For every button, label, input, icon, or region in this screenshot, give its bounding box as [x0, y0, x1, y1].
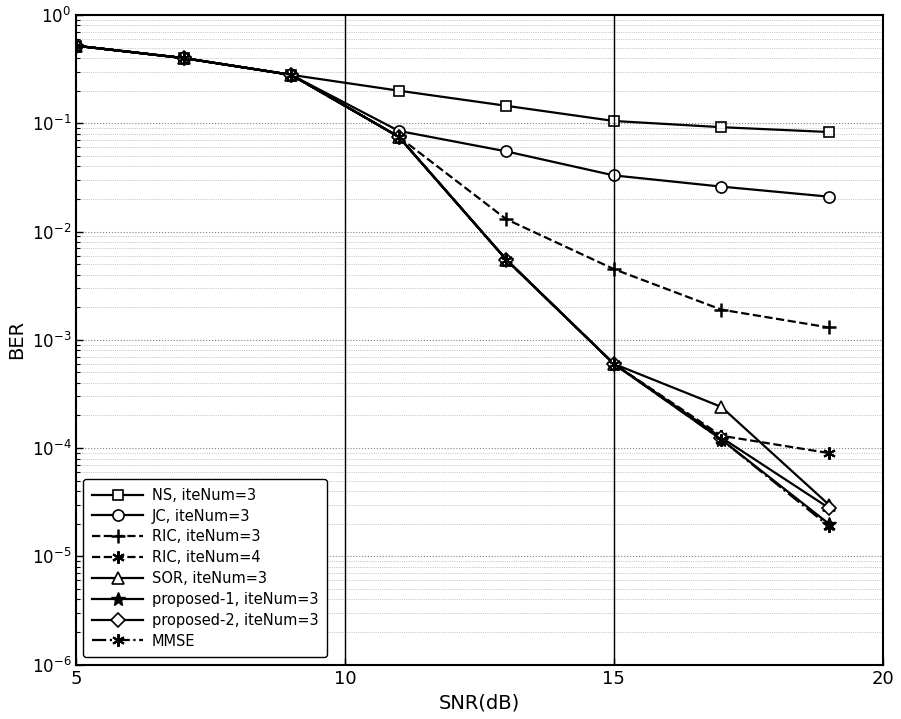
SOR, iteNum=3 — [608, 360, 619, 368]
JC, iteNum=3 — [286, 70, 296, 79]
RIC, iteNum=4 — [286, 70, 296, 79]
RIC, iteNum=3 — [286, 70, 296, 79]
RIC, iteNum=4 — [394, 132, 405, 141]
NS, iteNum=3 — [394, 86, 405, 95]
SOR, iteNum=3 — [286, 70, 296, 79]
Line: RIC, iteNum=3: RIC, iteNum=3 — [69, 39, 836, 334]
proposed-1, iteNum=3 — [716, 435, 727, 444]
Line: proposed-1, iteNum=3: proposed-1, iteNum=3 — [69, 39, 836, 531]
MMSE — [824, 522, 834, 531]
Line: NS, iteNum=3: NS, iteNum=3 — [71, 41, 833, 137]
SOR, iteNum=3 — [178, 54, 189, 63]
proposed-2, iteNum=3 — [716, 434, 727, 442]
RIC, iteNum=4 — [70, 42, 81, 50]
RIC, iteNum=4 — [608, 360, 619, 368]
proposed-1, iteNum=3 — [608, 360, 619, 368]
NS, iteNum=3 — [286, 70, 296, 79]
Line: MMSE: MMSE — [70, 40, 835, 533]
NS, iteNum=3 — [501, 101, 512, 110]
RIC, iteNum=4 — [501, 255, 512, 264]
NS, iteNum=3 — [178, 54, 189, 63]
Line: RIC, iteNum=4: RIC, iteNum=4 — [70, 40, 835, 459]
proposed-1, iteNum=3 — [286, 70, 296, 79]
RIC, iteNum=4 — [716, 431, 727, 440]
proposed-1, iteNum=3 — [824, 519, 834, 528]
SOR, iteNum=3 — [501, 255, 512, 264]
proposed-1, iteNum=3 — [178, 54, 189, 63]
RIC, iteNum=3 — [608, 265, 619, 273]
MMSE — [608, 360, 619, 368]
proposed-2, iteNum=3 — [824, 503, 834, 512]
SOR, iteNum=3 — [70, 42, 81, 50]
SOR, iteNum=3 — [824, 500, 834, 509]
RIC, iteNum=3 — [716, 306, 727, 314]
MMSE — [394, 132, 405, 141]
MMSE — [286, 70, 296, 79]
Line: JC, iteNum=3: JC, iteNum=3 — [70, 40, 834, 202]
RIC, iteNum=3 — [824, 323, 834, 331]
proposed-2, iteNum=3 — [501, 255, 512, 264]
JC, iteNum=3 — [824, 193, 834, 201]
proposed-2, iteNum=3 — [70, 42, 81, 50]
MMSE — [178, 54, 189, 63]
JC, iteNum=3 — [608, 171, 619, 180]
JC, iteNum=3 — [394, 127, 405, 135]
X-axis label: SNR(dB): SNR(dB) — [439, 693, 520, 712]
RIC, iteNum=3 — [501, 215, 512, 224]
proposed-1, iteNum=3 — [70, 42, 81, 50]
Line: proposed-2, iteNum=3: proposed-2, iteNum=3 — [71, 41, 833, 513]
RIC, iteNum=3 — [70, 42, 81, 50]
MMSE — [716, 435, 727, 444]
proposed-2, iteNum=3 — [394, 132, 405, 141]
proposed-2, iteNum=3 — [608, 360, 619, 368]
NS, iteNum=3 — [824, 128, 834, 137]
JC, iteNum=3 — [716, 183, 727, 191]
NS, iteNum=3 — [70, 42, 81, 50]
RIC, iteNum=4 — [178, 54, 189, 63]
SOR, iteNum=3 — [394, 132, 405, 141]
proposed-1, iteNum=3 — [394, 132, 405, 141]
Y-axis label: BER: BER — [7, 320, 26, 360]
JC, iteNum=3 — [178, 54, 189, 63]
SOR, iteNum=3 — [716, 403, 727, 411]
proposed-2, iteNum=3 — [178, 54, 189, 63]
Line: SOR, iteNum=3: SOR, iteNum=3 — [70, 40, 834, 510]
NS, iteNum=3 — [608, 116, 619, 125]
Legend: NS, iteNum=3, JC, iteNum=3, RIC, iteNum=3, RIC, iteNum=4, SOR, iteNum=3, propose: NS, iteNum=3, JC, iteNum=3, RIC, iteNum=… — [84, 479, 327, 657]
proposed-2, iteNum=3 — [286, 70, 296, 79]
NS, iteNum=3 — [716, 123, 727, 132]
MMSE — [70, 42, 81, 50]
JC, iteNum=3 — [501, 147, 512, 156]
RIC, iteNum=4 — [824, 449, 834, 457]
JC, iteNum=3 — [70, 42, 81, 50]
proposed-1, iteNum=3 — [501, 255, 512, 264]
RIC, iteNum=3 — [394, 132, 405, 141]
RIC, iteNum=3 — [178, 54, 189, 63]
MMSE — [501, 255, 512, 264]
